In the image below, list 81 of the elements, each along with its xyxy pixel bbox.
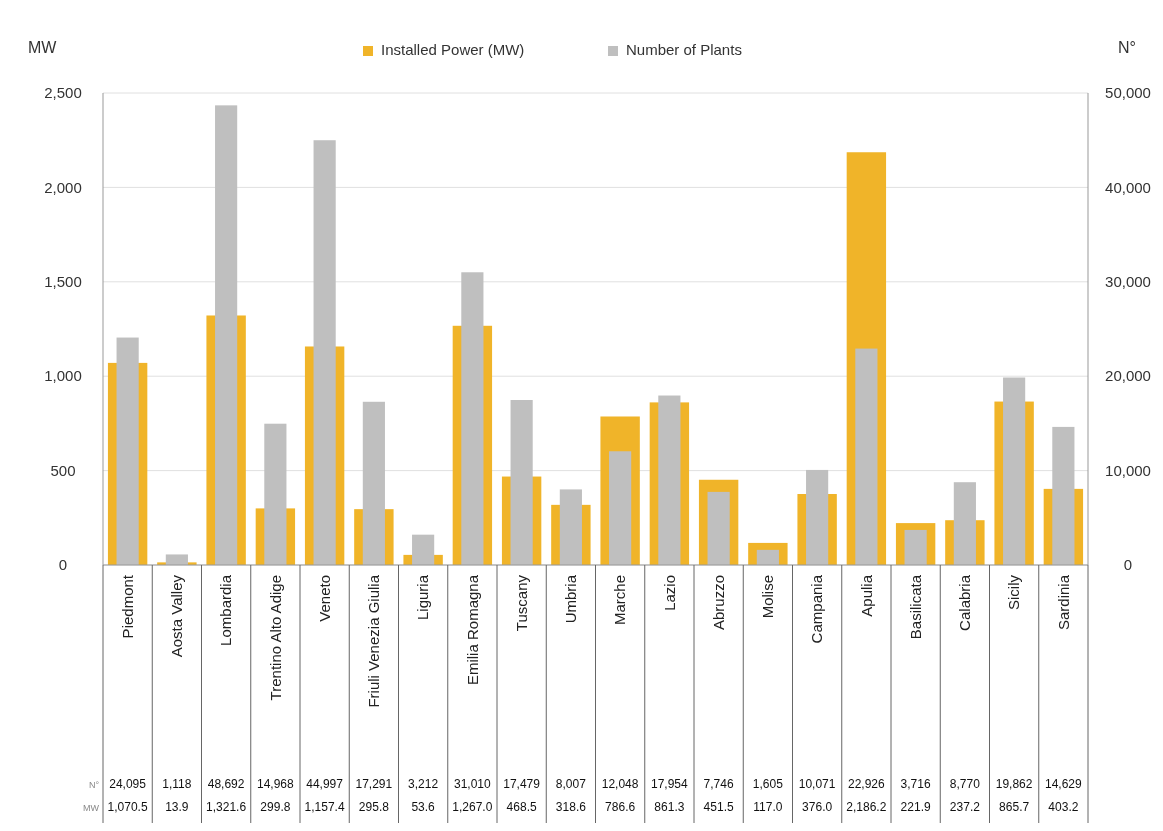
data-label: 8,007 xyxy=(555,777,587,791)
y2-tick-label: 10,000 xyxy=(1105,461,1151,479)
data-label: 403.2 xyxy=(1048,800,1079,814)
text: MW xyxy=(83,803,99,813)
y-tick-label: 2,500 xyxy=(44,84,82,102)
x-tick-label: Emilia Romagna xyxy=(463,574,481,686)
x-tick-label: Aosta Valley xyxy=(168,574,186,658)
x-tick-label: Liguria xyxy=(414,574,432,621)
data-label: 318.6 xyxy=(555,800,587,814)
data-label: 19,862 xyxy=(995,777,1033,791)
data-label: 117.0 xyxy=(753,800,783,814)
data-label: 3,212 xyxy=(408,777,439,791)
x-tick-label: Tuscany xyxy=(512,574,530,632)
data-label: 1,118 xyxy=(162,777,192,791)
x-tick-label: Trentino Alto Adige xyxy=(266,575,284,701)
y2-tick-label: 40,000 xyxy=(1105,178,1151,196)
data-label: 237.2 xyxy=(949,800,981,814)
x-tick-label: Umbria xyxy=(562,574,580,624)
data-label: 1,605 xyxy=(752,777,784,791)
data-label: 14,629 xyxy=(1045,777,1083,791)
data-label: 22,926 xyxy=(848,777,886,791)
data-label: 295.8 xyxy=(358,800,390,814)
x-tick-label: Basilicata xyxy=(906,574,924,640)
x-tick-label: Apulia xyxy=(857,574,875,617)
data-label: 31,010 xyxy=(454,777,492,791)
y-tick-label: 0 xyxy=(58,556,68,574)
y2-tick-label: 20,000 xyxy=(1105,367,1151,385)
data-label: 1,267.0 xyxy=(452,800,493,814)
data-label: 451.5 xyxy=(703,800,734,814)
data-label: 24,095 xyxy=(109,777,147,791)
data-label: 17,479 xyxy=(503,777,541,791)
data-label: 10,071 xyxy=(798,777,836,791)
data-label: 376.0 xyxy=(802,800,833,814)
y-axis-title: MW xyxy=(28,39,58,56)
data-label: 2,186.2 xyxy=(846,800,887,814)
data-label: 48,692 xyxy=(207,777,245,791)
data-label: 12,048 xyxy=(601,777,639,791)
bar xyxy=(609,451,632,565)
data-label: 299.8 xyxy=(260,800,291,814)
data-label: 8,770 xyxy=(949,777,981,791)
y2-tick-label: 30,000 xyxy=(1105,273,1151,291)
y2-axis-title: N° xyxy=(1118,39,1136,56)
bar xyxy=(855,348,878,565)
data-label: 3,716 xyxy=(900,777,931,791)
legend-label: Installed Power (MW) xyxy=(381,41,525,58)
data-label: 17,291 xyxy=(355,777,393,791)
data-label: 861.3 xyxy=(654,800,685,814)
bar xyxy=(756,549,779,565)
x-tick-label: Lombardia xyxy=(217,574,235,646)
x-tick-label: Abruzzo xyxy=(709,575,727,631)
x-tick-label: Molise xyxy=(759,575,777,619)
data-label: 786.6 xyxy=(605,800,636,814)
x-tick-label: Piedmont xyxy=(118,574,136,639)
data-label: 1,070.5 xyxy=(107,800,148,814)
x-tick-label: Marche xyxy=(611,575,629,626)
data-label: 865.7 xyxy=(999,800,1030,814)
data-label: 53.6 xyxy=(411,800,436,814)
data-label: 7,746 xyxy=(703,777,734,791)
y2-tick-label: 0 xyxy=(1123,556,1133,574)
legend-label: Number of Plants xyxy=(626,41,742,58)
data-label: 468.5 xyxy=(506,800,537,814)
y-tick-label: 2,000 xyxy=(44,178,82,196)
data-label: 13.9 xyxy=(165,800,189,814)
x-tick-label: Sicily xyxy=(1005,574,1023,611)
data-label: 44,997 xyxy=(306,777,344,791)
x-tick-label: Sardinia xyxy=(1054,574,1072,631)
y-tick-label: 1,500 xyxy=(44,273,82,291)
x-tick-label: Lazio xyxy=(660,575,678,611)
data-label: 14,968 xyxy=(257,777,295,791)
data-label: 1,157.4 xyxy=(304,800,345,814)
y-tick-label: 500 xyxy=(50,461,76,479)
data-label: 221.9 xyxy=(900,800,931,814)
data-label: 17,954 xyxy=(651,777,689,791)
x-tick-label: Friuli Venezia Giulia xyxy=(365,574,383,708)
data-label: 1,321.6 xyxy=(206,800,247,814)
text: N° xyxy=(88,780,99,790)
y-tick-label: 1,000 xyxy=(44,367,82,385)
y2-tick-label: 50,000 xyxy=(1105,84,1151,102)
x-tick-label: Campania xyxy=(808,574,826,644)
x-tick-label: Veneto xyxy=(315,575,333,622)
x-tick-label: Calabria xyxy=(956,574,974,631)
